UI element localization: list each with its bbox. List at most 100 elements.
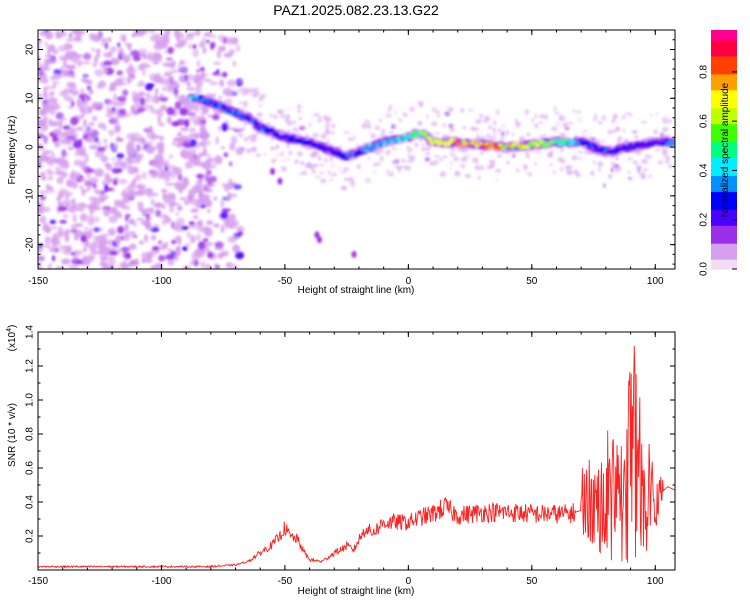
heatmap-cell [210, 41, 216, 49]
heatmap-cell [116, 70, 123, 76]
heatmap-cell [515, 168, 520, 173]
heatmap-cell [51, 255, 56, 262]
heatmap-cell [95, 48, 101, 54]
heatmap-cell [84, 189, 89, 193]
heatmap-cell [141, 172, 148, 180]
ridge-cell [427, 136, 432, 140]
heatmap-cell [44, 54, 53, 58]
heatmap-cell [38, 190, 48, 195]
heatmap-cell [597, 161, 604, 168]
heatmap-cell [492, 161, 495, 166]
heatmap-cell [385, 114, 392, 118]
heatmap-cell [107, 260, 117, 265]
heatmap-cell [127, 213, 131, 218]
colorbar-swatch [711, 245, 737, 248]
colorbar-tick-label: 0.4 [699, 163, 710, 177]
heatmap-cell [235, 44, 241, 52]
colorbar-swatch [711, 119, 737, 123]
heatmap-cell [387, 149, 391, 152]
heatmap-cell [92, 63, 97, 68]
heatmap-cell [67, 146, 75, 151]
heatmap-cell [72, 213, 77, 223]
heatmap-cell [215, 136, 220, 145]
colorbar-swatch [711, 81, 737, 85]
heatmap-cell [398, 118, 403, 122]
heatmap-cell [308, 122, 312, 128]
heatmap-cell [209, 81, 219, 86]
heatmap-cell [86, 95, 91, 101]
heatmap-cell [665, 155, 671, 160]
heatmap-cell [187, 193, 195, 202]
x-tick-label: -50 [278, 576, 293, 587]
colorbar-swatch [711, 151, 737, 155]
heatmap-cell [554, 121, 561, 127]
heatmap-cell [173, 254, 179, 262]
heatmap-cell [124, 257, 128, 262]
heatmap-cell [603, 183, 606, 188]
heatmap-cell [571, 155, 577, 161]
heatmap-cell [88, 243, 98, 252]
heatmap-cell [439, 173, 444, 177]
heatmap-cell [340, 185, 347, 191]
colorbar-swatch [711, 63, 737, 67]
heatmap-cell [171, 221, 175, 229]
colorbar-swatch [711, 31, 737, 35]
heatmap-cell [650, 113, 653, 117]
heatmap-cell [104, 67, 108, 75]
heatmap-cell [101, 257, 108, 261]
heatmap-cell [420, 147, 427, 152]
heatmap-cell [155, 209, 162, 217]
colorbar-swatch [711, 127, 737, 131]
heatmap-cell [347, 176, 355, 182]
colorbar-swatch [711, 95, 737, 99]
heatmap-cell [132, 231, 136, 238]
heatmap-cell [439, 158, 443, 161]
ridge-cell [629, 144, 633, 148]
heatmap-cell [126, 66, 136, 76]
heatmap-cell [228, 178, 233, 185]
heatmap-cell [144, 188, 154, 193]
heatmap-cell [539, 135, 544, 140]
y-tick-label: -10 [25, 188, 36, 203]
heatmap-cell [350, 180, 355, 187]
heatmap-cell [199, 126, 207, 135]
heatmap-cell [270, 167, 276, 175]
heatmap-cell [64, 190, 70, 200]
colorbar-swatch [711, 39, 737, 43]
heatmap-cell [600, 140, 605, 143]
heatmap-cell [207, 251, 214, 259]
colorbar-swatch [711, 203, 737, 206]
ridge-cell [364, 145, 368, 149]
heatmap-cell [560, 166, 563, 172]
heatmap-cell [317, 155, 321, 161]
heatmap-cell [331, 123, 336, 129]
colorbar-swatch [711, 233, 737, 236]
heatmap-cell [100, 38, 106, 42]
heatmap-cell [241, 86, 248, 90]
heatmap-cell [161, 204, 166, 210]
y-tick-label: 0.8 [25, 427, 36, 441]
heatmap-cell [256, 112, 263, 118]
heatmap-cell [83, 246, 87, 252]
heatmap-cell [197, 80, 204, 87]
heatmap-cell [533, 161, 538, 165]
ridge-cell [328, 147, 333, 151]
heatmap-cell [527, 172, 533, 177]
heatmap-cell [543, 114, 549, 120]
colorbar-swatch [711, 191, 737, 194]
heatmap-cell [449, 152, 456, 157]
heatmap-cell [306, 161, 313, 168]
heatmap-cell [320, 163, 324, 167]
heatmap-cell [154, 87, 159, 96]
heatmap-cell [300, 160, 305, 166]
heatmap-cell [38, 209, 45, 215]
heatmap-cell [69, 208, 76, 214]
ridge-cell [372, 146, 377, 150]
heatmap-cell [85, 239, 90, 248]
heatmap-cell [162, 162, 169, 168]
heatmap-cell [320, 133, 328, 139]
heatmap-cell [293, 120, 297, 125]
heatmap-cell [198, 219, 204, 229]
heatmap-cell [122, 250, 128, 259]
heatmap-cell [75, 250, 84, 255]
